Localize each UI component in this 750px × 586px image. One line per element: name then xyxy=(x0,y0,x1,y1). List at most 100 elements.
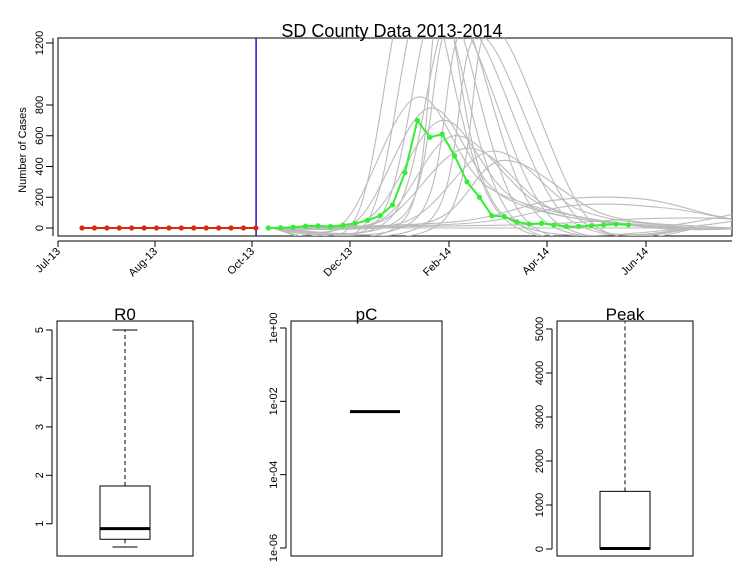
simulation-line xyxy=(678,220,732,229)
x-tick-label: Dec-13 xyxy=(322,246,356,280)
boxplot-title: Peak xyxy=(606,305,645,324)
boxplot-y-tick-label: 4000 xyxy=(534,361,546,385)
y-tick-label: 600 xyxy=(34,127,46,145)
boxplot-y-tick-label: 1e+00 xyxy=(268,313,280,344)
forecast-data-point xyxy=(439,131,445,137)
forecast-data-point xyxy=(601,222,607,228)
forecast-data-point xyxy=(514,219,520,225)
y-tick-label: 0 xyxy=(34,225,46,231)
forecast-data-point xyxy=(576,223,582,230)
forecast-data-point xyxy=(402,170,408,176)
boxplot-r0-panel: R0 1 2 3 4 5 xyxy=(34,305,194,557)
forecast-data-point xyxy=(526,221,532,227)
boxplot-y-tick-label: 5000 xyxy=(534,317,546,341)
forecast-data-point xyxy=(538,220,545,226)
simulation-line xyxy=(268,135,732,230)
boxplot-frame xyxy=(56,320,194,557)
observed-data-point xyxy=(116,225,122,231)
x-tick-label: Aug-13 xyxy=(127,246,161,280)
x-tick-label: Jun-14 xyxy=(619,246,651,278)
x-tick-label: Oct-13 xyxy=(225,246,257,278)
simulation-line xyxy=(268,196,732,229)
boxplot-peak-panel: Peak 0 1000 2000 3000 4000 5000 xyxy=(534,305,694,557)
forecast-data-point xyxy=(377,213,383,219)
simulation-lines xyxy=(268,38,732,236)
boxplot-y-tick-label: 1 xyxy=(34,521,46,527)
boxplot-y-tick-label: 1e-06 xyxy=(268,534,280,562)
main-x-ticks: Jul-13 Aug-13 Oct-13 Dec-13 Feb-14 Apr-14 Jun-… xyxy=(33,241,651,279)
observed-data-point xyxy=(91,225,98,231)
boxplot-y-tick-label: 0 xyxy=(534,546,546,552)
forecast-data-point xyxy=(414,117,420,123)
forecast-data-point xyxy=(340,222,346,228)
simulation-line xyxy=(268,38,704,236)
y-tick-label: 1200 xyxy=(34,31,46,55)
forecast-data-point xyxy=(476,194,483,200)
simulation-line xyxy=(268,38,704,236)
observed-data-point xyxy=(104,225,110,231)
forecast-data-point xyxy=(278,225,284,231)
observed-data-point xyxy=(253,225,259,231)
boxplot-y-tick-label: 3 xyxy=(34,424,46,430)
simulation-line xyxy=(653,213,732,229)
simulation-line xyxy=(268,38,704,236)
forecast-data-point xyxy=(290,224,296,230)
observed-data-point xyxy=(228,225,234,231)
y-tick-label: 800 xyxy=(34,96,46,114)
simulation-line xyxy=(268,38,704,236)
forecast-data-point xyxy=(563,223,569,230)
boxplot-pc-panel: pC 1e-06 1e-04 1e-02 1e+00 xyxy=(268,305,443,562)
simulation-line xyxy=(268,38,704,236)
simulation-line xyxy=(268,38,704,236)
forecast-data-point xyxy=(302,223,309,229)
boxplot-marks xyxy=(99,329,151,548)
forecast-data-point xyxy=(613,221,619,227)
forecast-data-point xyxy=(588,223,594,229)
data-series xyxy=(79,117,632,231)
observed-data-point xyxy=(79,225,85,231)
x-tick-label: Jul-13 xyxy=(33,246,63,276)
forecast-data-point xyxy=(625,222,632,228)
observed-data-point xyxy=(216,225,222,231)
observed-data-point xyxy=(129,225,135,231)
main-chart-title: SD County Data 2013-2014 xyxy=(281,21,502,41)
observed-data-point xyxy=(166,225,172,231)
forecast-data-point xyxy=(352,220,358,226)
simulation-line xyxy=(268,38,704,236)
forecast-data-point xyxy=(551,222,557,228)
main-plot-frame xyxy=(57,37,733,237)
forecast-data-point xyxy=(427,134,433,140)
main-y-ticks: 0 200 400 600 800 1200 xyxy=(34,31,53,231)
x-tick-label: Apr-14 xyxy=(520,246,552,278)
observed-data-point xyxy=(141,225,147,231)
simulation-line xyxy=(268,38,704,236)
boxplot-y-tick-label: 1000 xyxy=(534,493,546,517)
boxplot-y-tick-label: 1e-02 xyxy=(268,387,280,415)
forecast-data-point xyxy=(315,223,321,229)
interquartile-box xyxy=(99,485,151,540)
interquartile-box xyxy=(599,490,651,550)
observed-data-point xyxy=(240,225,247,231)
observed-data-point xyxy=(153,225,160,231)
forecast-data-point xyxy=(389,202,396,208)
forecast-data-point xyxy=(365,217,371,223)
forecast-data-point xyxy=(501,213,507,220)
observed-data-point xyxy=(191,225,197,231)
main-y-axis-label: Number of Cases xyxy=(17,107,29,193)
main-line-panel: SD County Data 2013-2014 Number of Cases… xyxy=(17,21,733,279)
boxplot-y-tick-label: 5 xyxy=(34,327,46,333)
y-tick-label: 400 xyxy=(34,157,46,175)
boxplot-y-tick-label: 4 xyxy=(34,375,46,381)
simulation-line xyxy=(268,217,732,229)
boxplot-y-tick-label: 2000 xyxy=(534,449,546,473)
forecast-data-point xyxy=(464,179,470,185)
forecast-data-point xyxy=(265,225,271,231)
observed-data-point xyxy=(203,225,209,231)
boxplot-y-tick-label: 2 xyxy=(34,472,46,478)
boxplot-y-tick-label: 1e-04 xyxy=(268,461,280,489)
y-tick-label: 200 xyxy=(34,188,46,206)
forecast-data-point xyxy=(327,223,333,230)
forecast-data-point xyxy=(489,213,495,219)
x-tick-label: Feb-14 xyxy=(421,246,454,279)
boxplot-title: pC xyxy=(356,305,378,324)
